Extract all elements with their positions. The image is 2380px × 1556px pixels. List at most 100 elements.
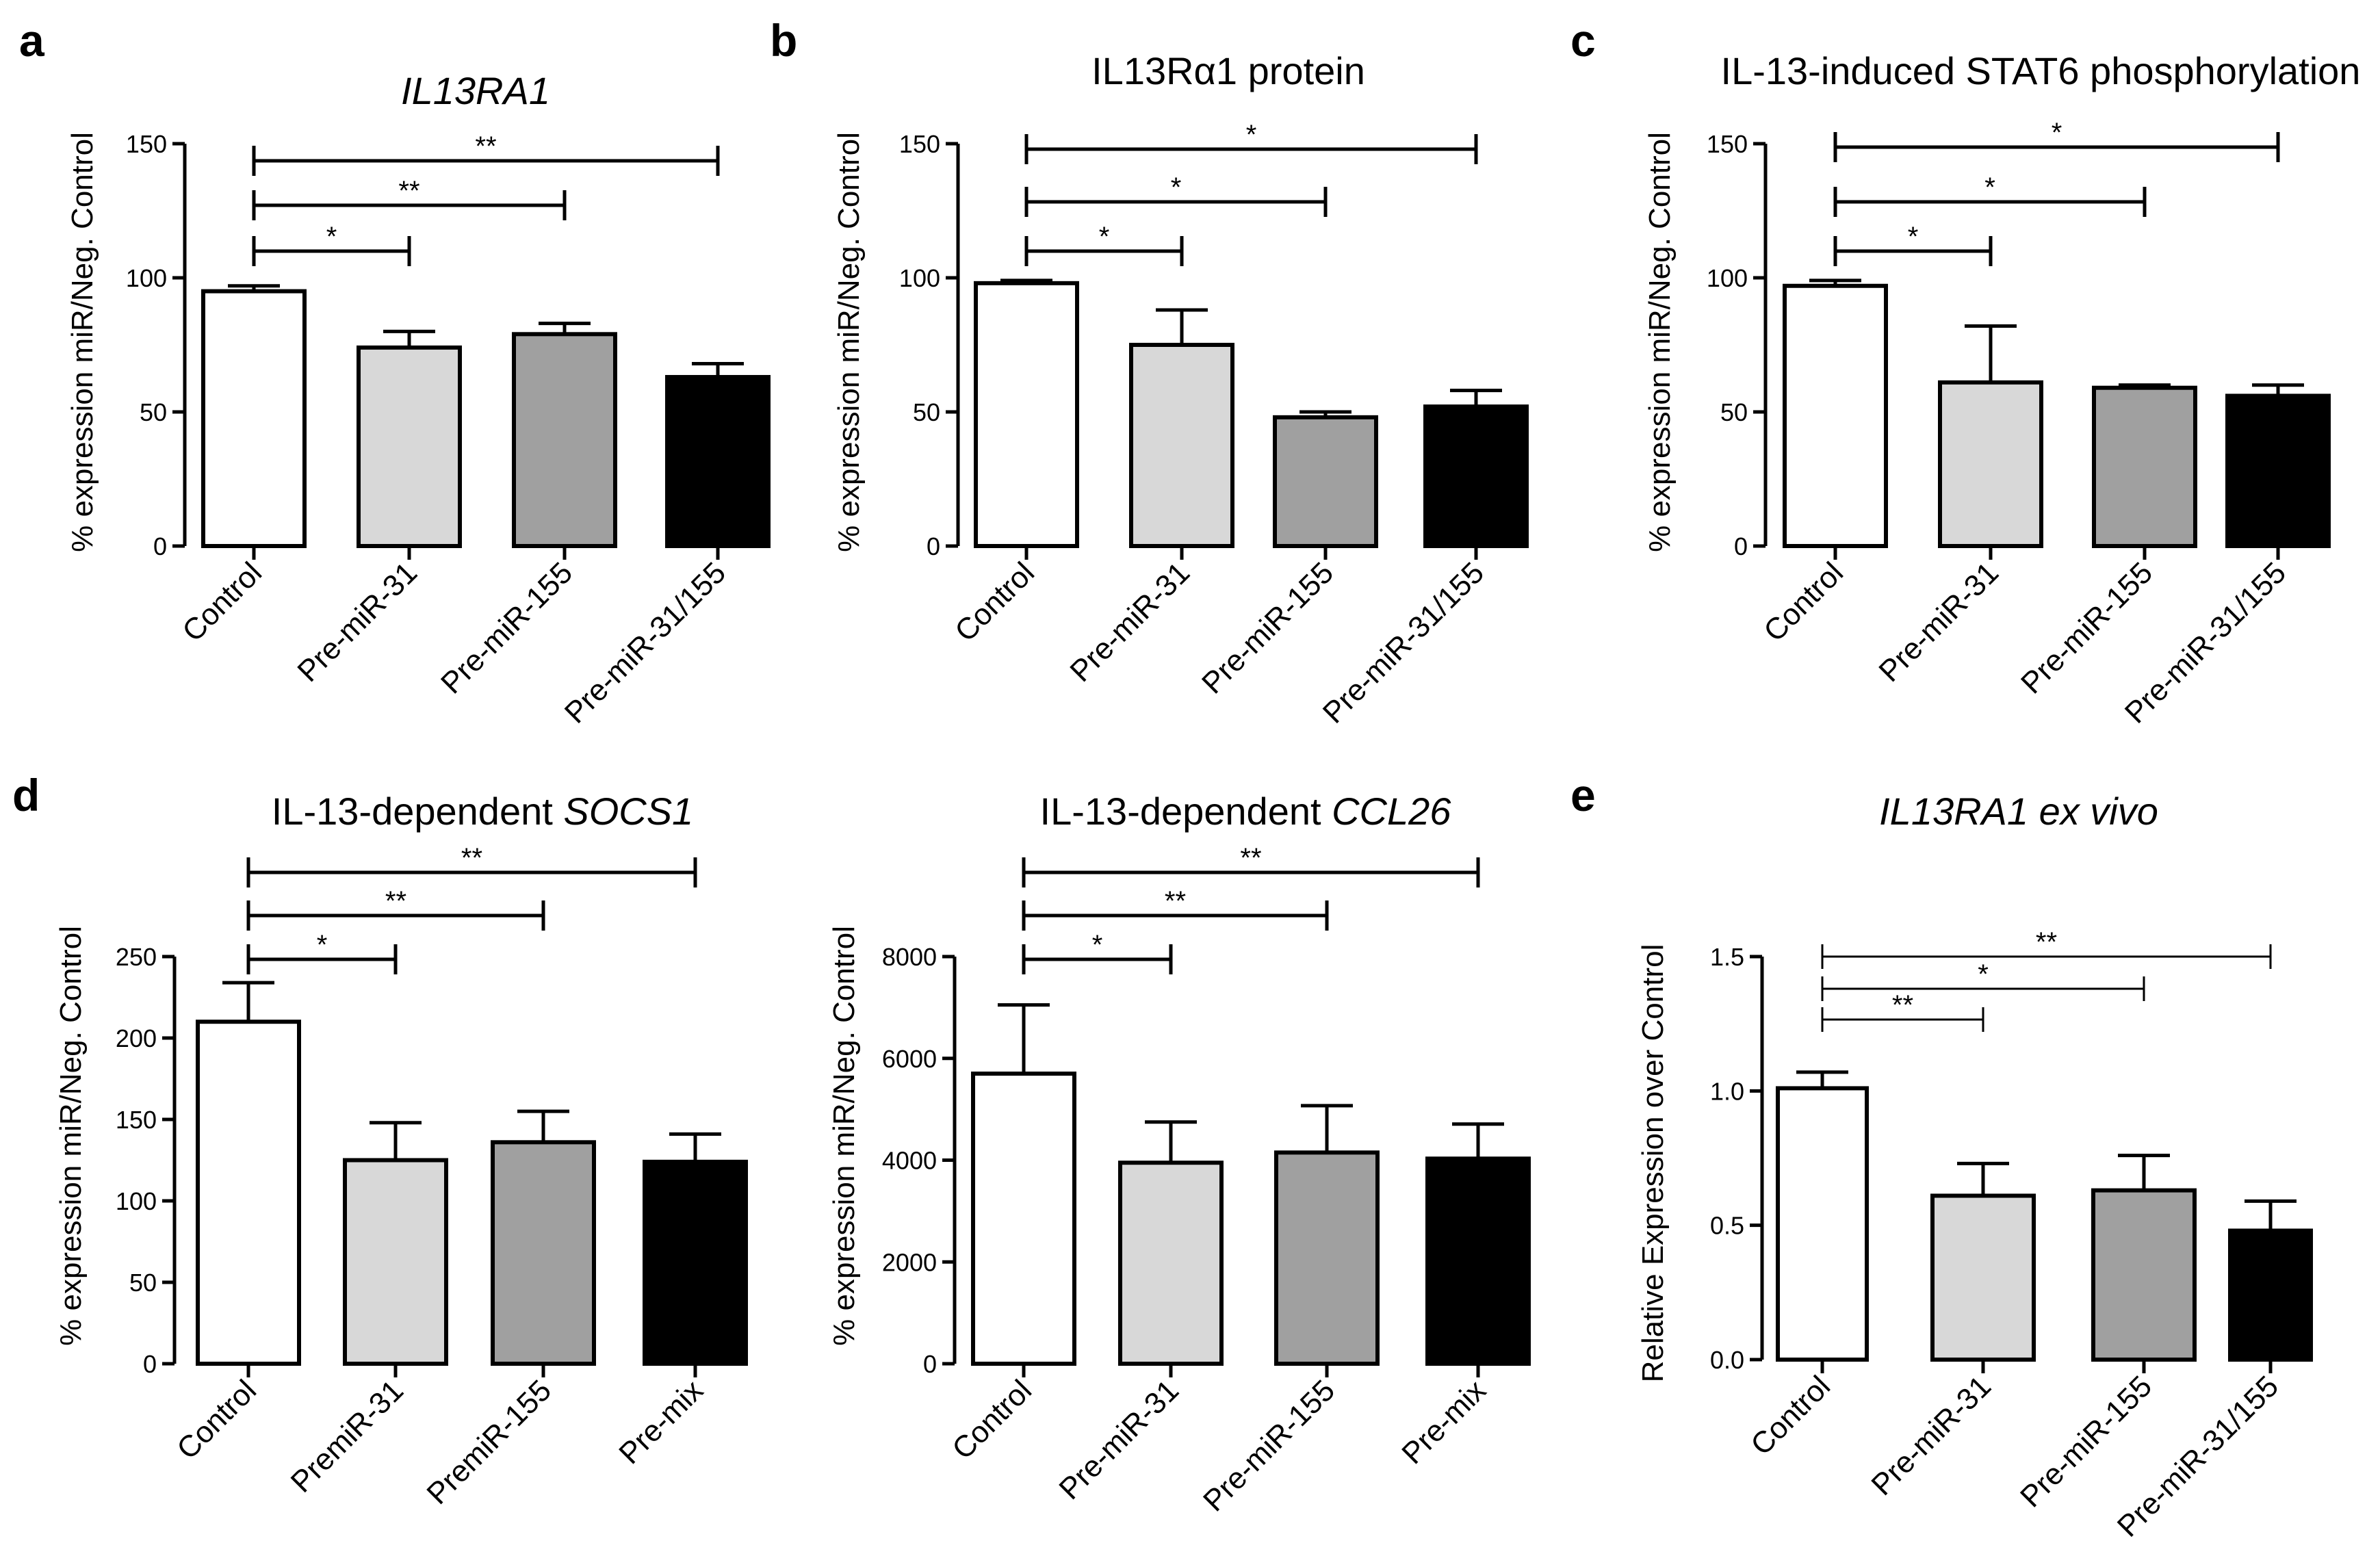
bar: [491, 1140, 596, 1366]
y-tick-label: 0: [927, 532, 940, 560]
y-tick-label: 100: [116, 1187, 157, 1215]
y-tick-label: 250: [116, 943, 157, 971]
bar: [2092, 385, 2197, 548]
panel-letter: c: [1570, 15, 1596, 66]
chart-title-part: IL-13-dependent: [1040, 790, 1332, 833]
significance-label: **: [475, 131, 496, 161]
y-tick-label: 150: [1707, 130, 1748, 158]
bar: [343, 1158, 448, 1366]
significance-label: *: [1171, 172, 1182, 203]
x-category-label: Pre-miR-31: [1872, 556, 2005, 688]
y-tick-label: 8000: [882, 943, 937, 971]
bar: [974, 281, 1079, 548]
x-category-label: Pre-miR-31/155: [1317, 556, 1490, 729]
panel-letter: a: [19, 15, 45, 66]
chart-title-part: IL-13-dependent: [272, 790, 564, 833]
chart-panel-c: c IL-13-induced STAT6 phosphorylation % ex…: [1570, 15, 2360, 730]
significance-label: **: [1165, 886, 1186, 916]
y-tick-label: 150: [116, 1106, 157, 1134]
x-category-label: Pre-miR-31: [1052, 1373, 1185, 1506]
bar: [1423, 404, 1529, 548]
y-axis-label: % expression miR/Neg. Control: [832, 132, 866, 552]
significance-label: *: [1984, 172, 1995, 203]
bar: [1930, 1193, 2036, 1362]
y-tick-label: 0: [143, 1350, 157, 1378]
y-tick-label: 150: [899, 130, 940, 158]
y-tick-label: 0.5: [1710, 1212, 1744, 1240]
y-tick-label: 50: [129, 1269, 157, 1297]
chart-title-part: IL-13-induced STAT6 phosphorylation: [1721, 49, 2361, 92]
y-tick-label: 50: [140, 398, 167, 426]
x-category-label: Pre-miR-31: [1063, 556, 1196, 688]
x-category-label: Pre-miR-31: [1865, 1369, 1997, 1502]
significance-label: *: [1099, 222, 1110, 252]
chart-panel-e: e IL13RA1 ex vivo Relative Expression over…: [1570, 770, 2313, 1544]
x-category-label: PremiR-155: [420, 1373, 558, 1511]
y-tick-label: 6000: [882, 1045, 937, 1073]
chart-title-part: IL13RA1: [401, 69, 550, 112]
bar: [1274, 1150, 1380, 1366]
y-tick-label: 150: [126, 130, 167, 158]
chart-title-part: SOCS1: [563, 790, 693, 833]
x-category-label: Control: [176, 556, 268, 648]
chart-panel-b: b IL13Rα1 protein % expression miR/Neg. Co…: [770, 15, 1529, 730]
bar: [357, 345, 462, 548]
bar: [665, 375, 771, 548]
significance-label: *: [1908, 222, 1919, 252]
bar: [196, 1020, 301, 1366]
x-category-label: Pre-miR-155: [2014, 1369, 2158, 1514]
significance-label: **: [398, 176, 419, 206]
bar: [1425, 1156, 1531, 1366]
x-category-label: Pre-miR-31/155: [558, 556, 732, 729]
chart-title-part: CCL26: [1332, 790, 1451, 833]
y-tick-label: 1.0: [1710, 1077, 1744, 1105]
y-axis-label: Relative Expression over Control: [1636, 944, 1670, 1383]
bar: [1776, 1086, 1869, 1362]
significance-label: *: [2052, 118, 2062, 148]
x-category-label: Pre-miR-155: [1197, 1373, 1341, 1518]
y-tick-label: 50: [913, 398, 940, 426]
x-category-label: Pre-miR-155: [1195, 556, 1340, 700]
bar: [2091, 1188, 2197, 1362]
significance-label: **: [2036, 927, 2057, 957]
chart-title: IL-13-dependent CCL26: [1040, 790, 1452, 833]
panel-letter: d: [12, 770, 40, 820]
significance-label: *: [1092, 930, 1103, 960]
bar: [2228, 1228, 2313, 1362]
bar: [1783, 283, 1888, 548]
significance-label: **: [385, 886, 406, 916]
chart-panel-a: a IL13RA1 % expression miR/Neg. Control 0 50…: [19, 15, 771, 730]
panel-letter: b: [770, 15, 797, 66]
bar: [1273, 415, 1378, 549]
y-axis-label: % expression miR/Neg. Control: [1643, 132, 1677, 552]
bar: [1938, 380, 2043, 548]
bar: [2225, 393, 2331, 548]
significance-label: **: [1892, 990, 1913, 1020]
bar: [512, 332, 617, 548]
chart-title: IL13RA1 ex vivo: [1879, 790, 2158, 833]
significance-label: **: [1240, 843, 1261, 873]
bar: [971, 1072, 1076, 1366]
significance-label: **: [461, 843, 482, 873]
y-tick-label: 0: [923, 1350, 937, 1378]
significance-label: *: [1978, 959, 1989, 989]
x-category-label: Control: [948, 556, 1041, 648]
x-category-label: Pre-mix: [1395, 1373, 1492, 1470]
bar: [643, 1159, 748, 1366]
y-axis-label: % expression miR/Neg. Control: [66, 132, 99, 552]
y-tick-label: 100: [126, 264, 167, 292]
chart-title: IL-13-dependent SOCS1: [272, 790, 693, 833]
x-category-label: Pre-mix: [612, 1373, 710, 1470]
x-category-label: Pre-miR-31: [291, 556, 424, 688]
significance-label: *: [1246, 120, 1257, 150]
y-tick-label: 1.5: [1710, 943, 1744, 971]
chart-title-part: IL13RA1 ex vivo: [1879, 790, 2158, 833]
bar: [201, 289, 307, 548]
bar: [1129, 343, 1234, 548]
chart-title-part: IL13Rα1 protein: [1091, 49, 1365, 92]
significance-label: *: [317, 930, 328, 960]
y-tick-label: 100: [1707, 264, 1748, 292]
x-category-label: Control: [170, 1373, 263, 1466]
y-tick-label: 4000: [882, 1147, 937, 1175]
